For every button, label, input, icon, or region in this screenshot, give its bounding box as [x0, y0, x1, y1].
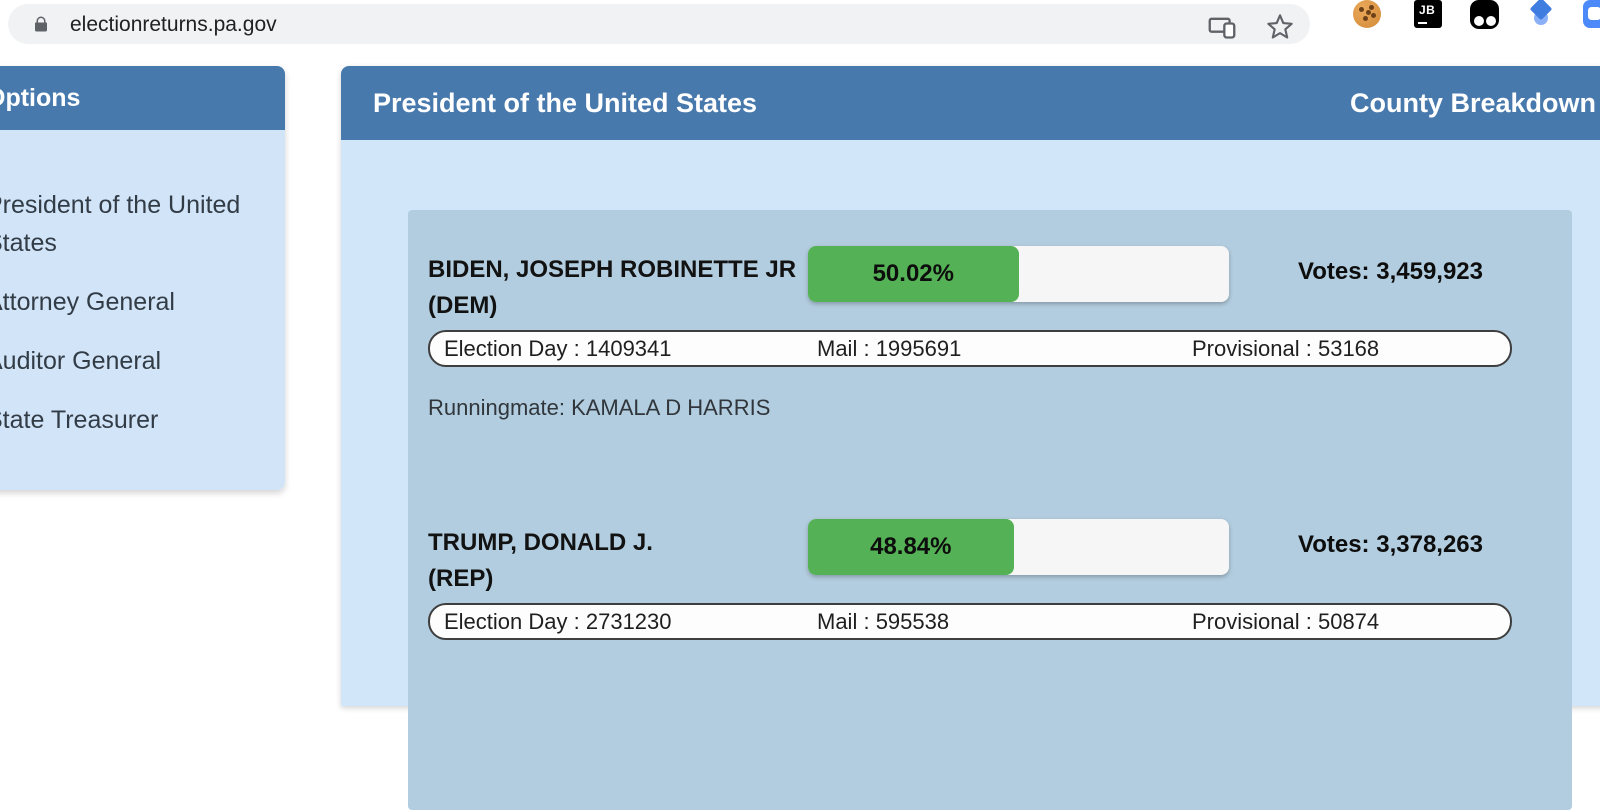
candidate-party: (DEM): [428, 292, 498, 319]
vote-share-bar: 48.84%: [808, 519, 1229, 575]
vote-method-breakdown: Election Day : 1409341 Mail : 1995691 Pr…: [428, 330, 1512, 367]
election-day-votes: Election Day : 1409341: [444, 335, 672, 361]
election-day-votes: Election Day : 2731230: [444, 608, 672, 634]
vote-share-percent: 50.02%: [872, 260, 954, 287]
results-panel: President of the United States County Br…: [341, 66, 1600, 810]
candidates-card: BIDEN, JOSEPH ROBINETTE JR (DEM) 50.02% …: [408, 210, 1572, 810]
blue-app-extension-icon[interactable]: [1583, 0, 1600, 28]
cookie-extension-icon[interactable]: [1353, 0, 1381, 28]
total-votes: Votes: 3,459,923: [1297, 258, 1484, 285]
runningmate-label: Runningmate: KAMALA D HARRIS: [428, 395, 771, 420]
provisional-votes: Provisional : 53168: [1192, 335, 1380, 361]
candidate-name: BIDEN, JOSEPH ROBINETTE JR: [428, 256, 797, 283]
total-votes: Votes: 3,378,263: [1297, 531, 1484, 558]
candidate-row: TRUMP, DONALD J. (REP) 48.84% Votes: 3,3…: [428, 519, 1552, 640]
devices-icon[interactable]: [1208, 13, 1236, 41]
url-text[interactable]: electionreturns.pa.gov: [70, 13, 277, 36]
results-header: President of the United States County Br…: [341, 66, 1600, 140]
vote-share-percent: 48.84%: [870, 533, 952, 560]
results-body: BIDEN, JOSEPH ROBINETTE JR (DEM) 50.02% …: [341, 140, 1600, 810]
address-bar[interactable]: electionreturns.pa.gov: [8, 4, 1310, 44]
bookmark-star-icon[interactable]: [1266, 13, 1294, 41]
sidebar-item-president[interactable]: President of the United States: [0, 191, 241, 257]
candidate-party: (REP): [428, 565, 494, 592]
sidebar-title: Options: [0, 66, 285, 130]
candidate-row: BIDEN, JOSEPH ROBINETTE JR (DEM) 50.02% …: [428, 246, 1552, 421]
media-dots-extension-icon[interactable]: [1470, 0, 1499, 29]
mail-votes: Mail : 595538: [817, 608, 950, 634]
sidebar-item-auditor-general[interactable]: Auditor General: [0, 347, 162, 375]
vote-share-bar: 50.02%: [808, 246, 1229, 302]
county-breakdown-link[interactable]: County Breakdown: [1349, 88, 1596, 118]
scholar-extension-icon[interactable]: [1527, 0, 1555, 28]
browser-toolbar: electionreturns.pa.gov JB: [0, 0, 1600, 46]
jetbrains-extension-icon[interactable]: JB: [1414, 0, 1442, 28]
mail-votes: Mail : 1995691: [817, 335, 962, 361]
lock-icon: [35, 16, 47, 32]
vote-method-breakdown: Election Day : 2731230 Mail : 595538 Pro…: [428, 603, 1512, 640]
race-title: President of the United States: [373, 88, 758, 118]
sidebar-item-attorney-general[interactable]: Attorney General: [0, 288, 175, 316]
sidebar-body: President of the United States Attorney …: [0, 130, 285, 490]
options-sidebar: Options President of the United States A…: [0, 66, 285, 490]
candidate-name: TRUMP, DONALD J.: [428, 529, 653, 556]
sidebar-item-state-treasurer[interactable]: State Treasurer: [0, 406, 159, 434]
provisional-votes: Provisional : 50874: [1192, 608, 1380, 634]
